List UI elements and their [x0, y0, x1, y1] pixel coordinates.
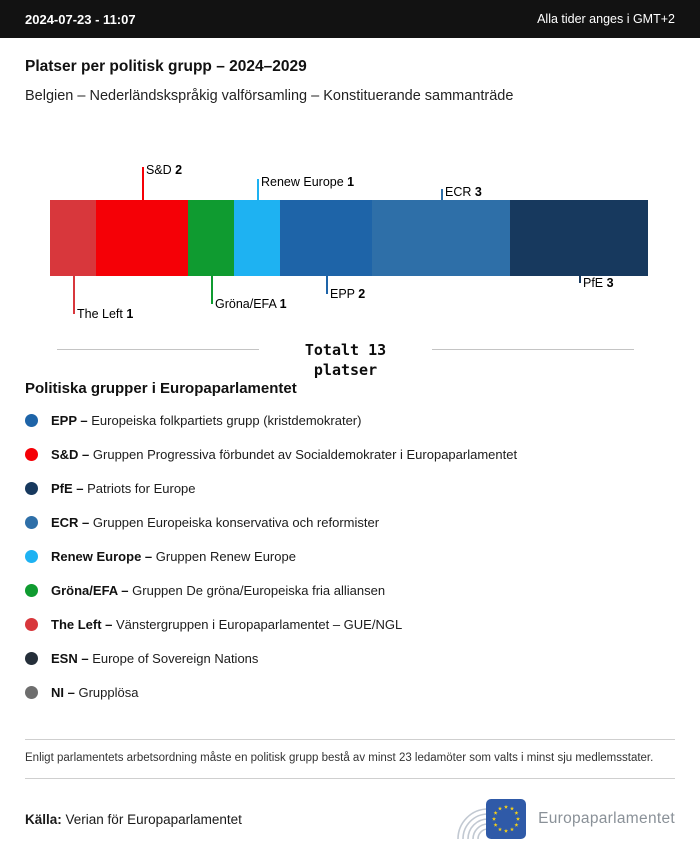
main-content: Platser per politisk grupp – 2024–2029 B…: [0, 57, 700, 845]
legend-dot-the-left: [25, 617, 38, 631]
callout-label-ecr: ECR 3: [445, 185, 482, 199]
legend-item-esn: ESN – Europe of Sovereign Nations: [25, 641, 675, 675]
legend-dot-renew-europe: [25, 549, 38, 563]
callout-connector-pfe: [579, 276, 581, 283]
legend-item-ecr: ECR – Gruppen Europeiska konservativa oc…: [25, 505, 675, 539]
rules-note: Enligt parlamentets arbetsordning måste …: [25, 752, 654, 764]
legend-list: EPP – Europeiska folkpartiets grupp (kri…: [25, 403, 675, 709]
callout-connector-gr-na-efa: [211, 276, 213, 304]
legend-heading: Politiska grupper i Europaparlamentet: [25, 380, 297, 397]
callout-connector-the-left: [73, 276, 75, 314]
legend-item-pfe: PfE – Patriots for Europe: [25, 471, 675, 505]
legend-item-epp: EPP – Europeiska folkpartiets grupp (kri…: [25, 403, 675, 437]
legend-label: NI – Grupplösa: [51, 684, 139, 700]
legend-label: S&D – Gruppen Progressiva förbundet av S…: [51, 446, 518, 462]
legend-item-gr-na-efa: Gröna/EFA – Gruppen De gröna/Europeiska …: [25, 573, 675, 607]
europarl-logo[interactable]: Europaparlamentet: [450, 793, 675, 845]
header-bar: 2024-07-23 - 11:07 Alla tider anges i GM…: [0, 0, 700, 38]
eu-flag-square: [486, 799, 527, 839]
callout-connector-epp: [326, 276, 328, 294]
bar-segment-s-d[interactable]: [96, 200, 188, 276]
legend-label: The Left – Vänstergruppen i Europaparlam…: [51, 616, 403, 632]
callout-label-s-d: S&D 2: [145, 163, 183, 177]
header-timezone-note: Alla tider anges i GMT+2: [537, 12, 675, 26]
legend-dot-gr-na-efa: [25, 583, 38, 597]
legend-dot-s-d: [25, 447, 38, 461]
total-seats-label: Totalt 13 platser: [305, 340, 386, 380]
callout-label-pfe: PfE 3: [583, 276, 614, 290]
total-seats-line1: Totalt 13: [304, 341, 387, 359]
legend-dot-ni: [25, 685, 38, 699]
legend-dot-epp: [25, 413, 38, 427]
legend-label: EPP – Europeiska folkpartiets grupp (kri…: [51, 412, 362, 428]
callout-connector-s-d: [142, 167, 144, 200]
callout-label-epp: EPP 2: [330, 287, 366, 301]
bar-segment-gr-na-efa[interactable]: [188, 200, 234, 276]
callout-connector-renew-europe: [257, 179, 259, 200]
footer-row: Källa: Verian för Europaparlamentet: [25, 793, 675, 845]
divider-line-left: [57, 349, 259, 350]
europarl-wordmark: Europaparlamentet: [538, 810, 675, 827]
legend-item-the-left: The Left – Vänstergruppen i Europaparlam…: [25, 607, 675, 641]
page-subtitle: Belgien – Nederländskspråkig valförsamli…: [25, 88, 514, 104]
total-seats-line2: platser: [313, 361, 378, 379]
legend-item-renew-europe: Renew Europe – Gruppen Renew Europe: [25, 539, 675, 573]
legend-label: PfE – Patriots for Europe: [51, 480, 196, 496]
callout-label-gr-na-efa: Gröna/EFA 1: [214, 297, 287, 311]
legend-label: ESN – Europe of Sovereign Nations: [51, 650, 259, 666]
bar-segment-pfe[interactable]: [510, 200, 648, 276]
legend-label: Gröna/EFA – Gruppen De gröna/Europeiska …: [51, 582, 386, 598]
legend-dot-ecr: [25, 515, 38, 529]
legend-item-s-d: S&D – Gruppen Progressiva förbundet av S…: [25, 437, 675, 471]
source-text: Verian för Europaparlamentet: [65, 811, 242, 827]
bar-segment-ecr[interactable]: [372, 200, 510, 276]
source-line: Källa: Verian för Europaparlamentet: [25, 812, 242, 827]
source-label: Källa:: [25, 811, 62, 827]
rules-note-block: Enligt parlamentets arbetsordning måste …: [25, 739, 675, 779]
legend-label: Renew Europe – Gruppen Renew Europe: [51, 548, 296, 564]
legend-label: ECR – Gruppen Europeiska konservativa oc…: [51, 514, 380, 530]
legend-dot-pfe: [25, 481, 38, 495]
stacked-seat-bar: [50, 200, 648, 276]
divider-line-right: [432, 349, 634, 350]
seats-bar-chart: The Left 1 S&D 2 Gröna/EFA 1 Renew Europe 1…: [50, 150, 648, 340]
legend-dot-esn: [25, 651, 38, 665]
bar-segment-renew-europe[interactable]: [234, 200, 280, 276]
bar-segment-epp[interactable]: [280, 200, 372, 276]
bar-segment-the-left[interactable]: [50, 200, 96, 276]
hemicycle-arcs: [457, 808, 489, 840]
total-seats-divider: Totalt 13 platser: [57, 340, 634, 380]
page-title: Platser per politisk grupp – 2024–2029: [25, 58, 307, 75]
callout-label-renew-europe: Renew Europe 1: [260, 175, 355, 189]
europarl-logo-mark: [457, 799, 527, 840]
callout-connector-ecr: [441, 189, 443, 200]
header-datetime: 2024-07-23 - 11:07: [25, 11, 136, 27]
legend-item-ni: NI – Grupplösa: [25, 675, 675, 709]
callout-label-the-left: The Left 1: [76, 307, 134, 321]
